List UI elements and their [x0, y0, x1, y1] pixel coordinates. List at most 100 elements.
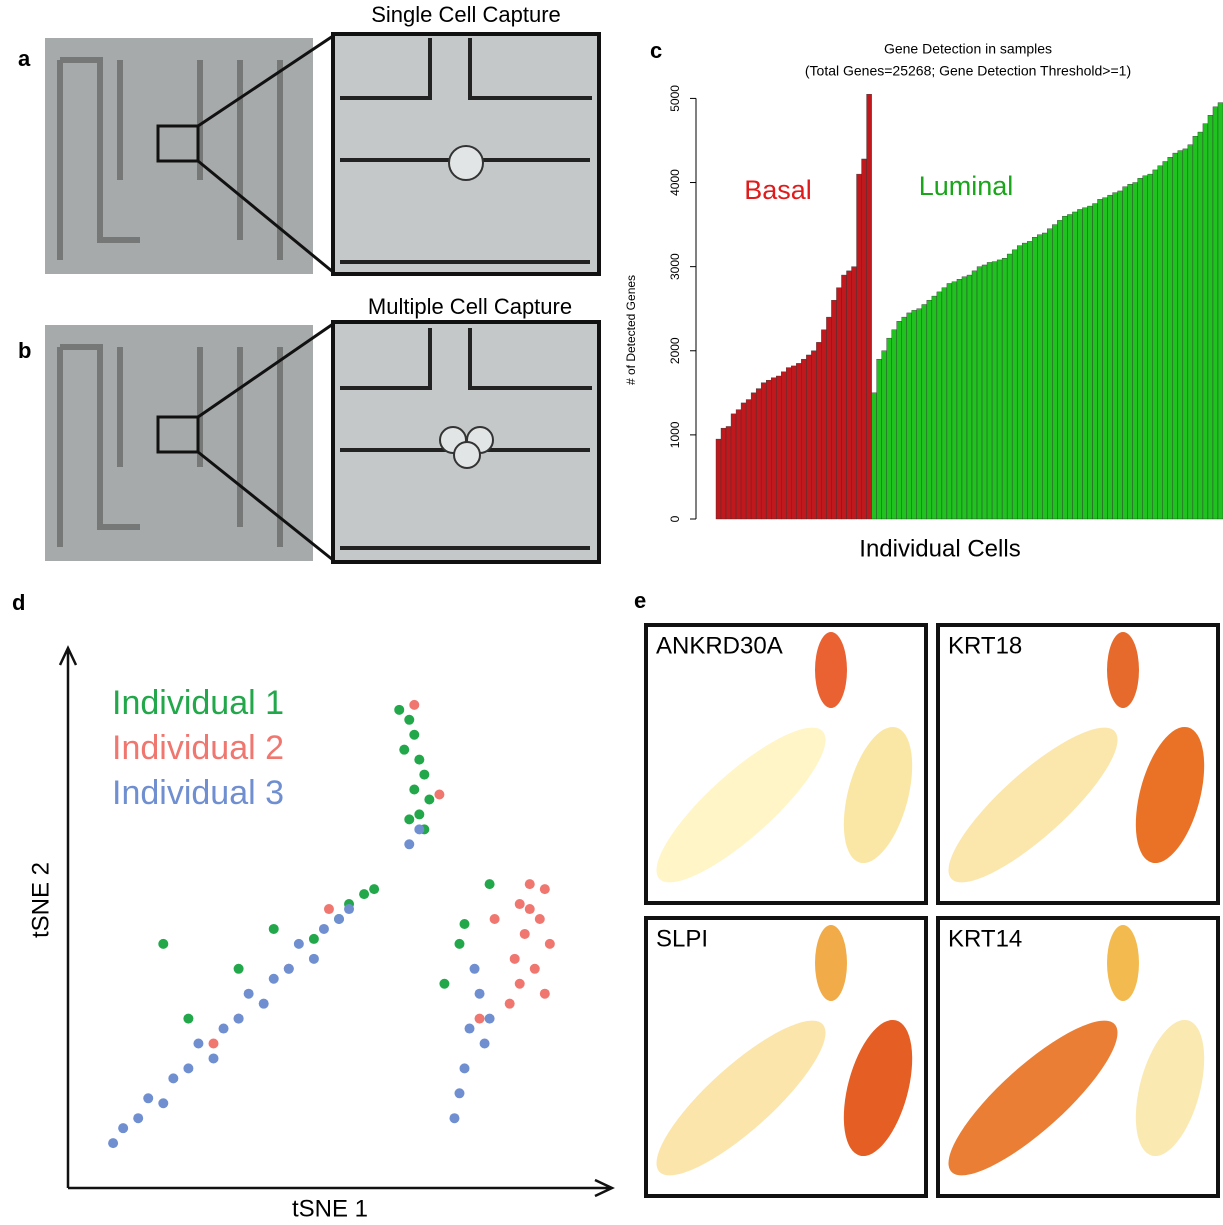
zoom-image-a [333, 34, 599, 274]
bar [821, 330, 826, 519]
bar [801, 359, 806, 519]
bar [736, 410, 741, 519]
bar [977, 267, 982, 519]
bar [902, 317, 907, 519]
bar [1067, 214, 1072, 519]
point [158, 939, 168, 949]
bar [1193, 136, 1198, 519]
cluster [1107, 632, 1139, 708]
point [219, 1024, 229, 1034]
bar [852, 267, 857, 519]
point [183, 1014, 193, 1024]
bar [922, 305, 927, 520]
cluster [815, 632, 847, 708]
point [319, 924, 329, 934]
bar [967, 275, 972, 519]
panel-label: c [650, 38, 662, 63]
bar [836, 288, 841, 519]
point [394, 705, 404, 715]
bar [776, 376, 781, 519]
bar [1057, 220, 1062, 519]
bar [932, 296, 937, 519]
point [284, 964, 294, 974]
bar [791, 366, 796, 519]
bar [1173, 153, 1178, 519]
bar [1032, 237, 1037, 519]
bar [756, 389, 761, 519]
point [460, 1063, 470, 1073]
point [234, 1014, 244, 1024]
point [344, 904, 354, 914]
point [510, 954, 520, 964]
bar [872, 393, 877, 519]
panel-label: e [634, 588, 646, 613]
y-tick-label: 5000 [668, 85, 682, 112]
point [485, 879, 495, 889]
point [485, 1014, 495, 1024]
y-axis-label: tSNE 2 [27, 862, 54, 938]
bar [781, 372, 786, 519]
bar [942, 288, 947, 519]
y-tick-label: 4000 [668, 169, 682, 196]
cluster [815, 925, 847, 1001]
bar [1037, 235, 1042, 519]
point [515, 979, 525, 989]
point [470, 964, 480, 974]
bar [887, 338, 892, 519]
point [409, 700, 419, 710]
bar [831, 300, 836, 519]
bar [1007, 254, 1012, 519]
legend-label: Individual 2 [112, 729, 284, 767]
bar [862, 159, 867, 519]
point [540, 884, 550, 894]
bar [972, 271, 977, 519]
x-axis-label: tSNE 1 [292, 1195, 368, 1222]
point [465, 1024, 475, 1034]
panel-label: d [12, 590, 25, 615]
point [424, 794, 434, 804]
legend-label: Individual 1 [112, 684, 284, 722]
bar [947, 283, 952, 519]
bar [877, 359, 882, 519]
bar [1133, 183, 1138, 519]
bar [1208, 115, 1213, 519]
bar [1218, 103, 1223, 519]
point [309, 954, 319, 964]
point [414, 809, 424, 819]
bar [1198, 132, 1203, 519]
bar [1103, 198, 1108, 519]
bar [1168, 157, 1173, 519]
bar [1203, 124, 1208, 519]
point [404, 839, 414, 849]
bar [841, 275, 846, 519]
bar [716, 439, 721, 519]
y-tick-label: 3000 [668, 253, 682, 280]
bar [1047, 229, 1052, 519]
point [334, 914, 344, 924]
point [309, 934, 319, 944]
bar [1123, 187, 1128, 519]
point [183, 1063, 193, 1073]
bar [992, 262, 997, 519]
bar [912, 310, 917, 519]
y-tick-label: 0 [668, 515, 682, 522]
bar [761, 383, 766, 519]
bar [746, 400, 751, 519]
bar [786, 368, 791, 519]
chart-subtitle: (Total Genes=25268; Gene Detection Thres… [805, 63, 1131, 79]
point [449, 1113, 459, 1123]
bar [882, 351, 887, 519]
bar [741, 403, 746, 519]
point [133, 1113, 143, 1123]
bar [937, 292, 942, 519]
point [269, 924, 279, 934]
point [454, 939, 464, 949]
point [525, 904, 535, 914]
bar [1017, 246, 1022, 519]
point [369, 884, 379, 894]
gene-label: KRT18 [948, 632, 1022, 659]
point [535, 914, 545, 924]
bar [897, 321, 902, 519]
bar [826, 317, 831, 519]
bar [726, 426, 731, 519]
